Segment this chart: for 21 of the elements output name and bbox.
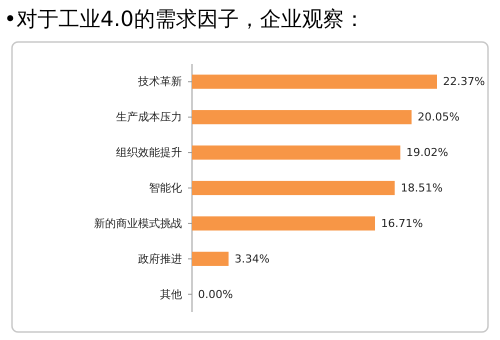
y-tick-label: 生产成本压力 bbox=[116, 110, 182, 124]
y-tick-label: 组织效能提升 bbox=[116, 146, 182, 160]
bar bbox=[192, 145, 400, 160]
data-label: 3.34% bbox=[234, 252, 270, 266]
data-label: 18.51% bbox=[400, 182, 443, 194]
bar bbox=[192, 180, 395, 196]
y-tick-label: 其他 bbox=[160, 288, 182, 301]
bar bbox=[192, 252, 229, 266]
y-tick-label: 智能化 bbox=[149, 182, 182, 194]
data-label: 20.05% bbox=[418, 110, 460, 124]
data-label: 19.02% bbox=[406, 146, 448, 160]
chart-title: •对于工业4.0的需求因子，企业观察： bbox=[4, 7, 365, 31]
bar bbox=[192, 216, 376, 231]
y-tick-label: 新的商业模式挑战 bbox=[94, 216, 182, 230]
y-tick-label: 政府推进 bbox=[138, 252, 182, 266]
data-label: 22.37% bbox=[443, 75, 485, 88]
y-tick-label: 技术革新 bbox=[137, 75, 182, 88]
bar bbox=[192, 74, 437, 89]
data-label: 16.71% bbox=[381, 216, 423, 230]
bar bbox=[192, 110, 412, 124]
data-label: 0.00% bbox=[198, 288, 233, 301]
